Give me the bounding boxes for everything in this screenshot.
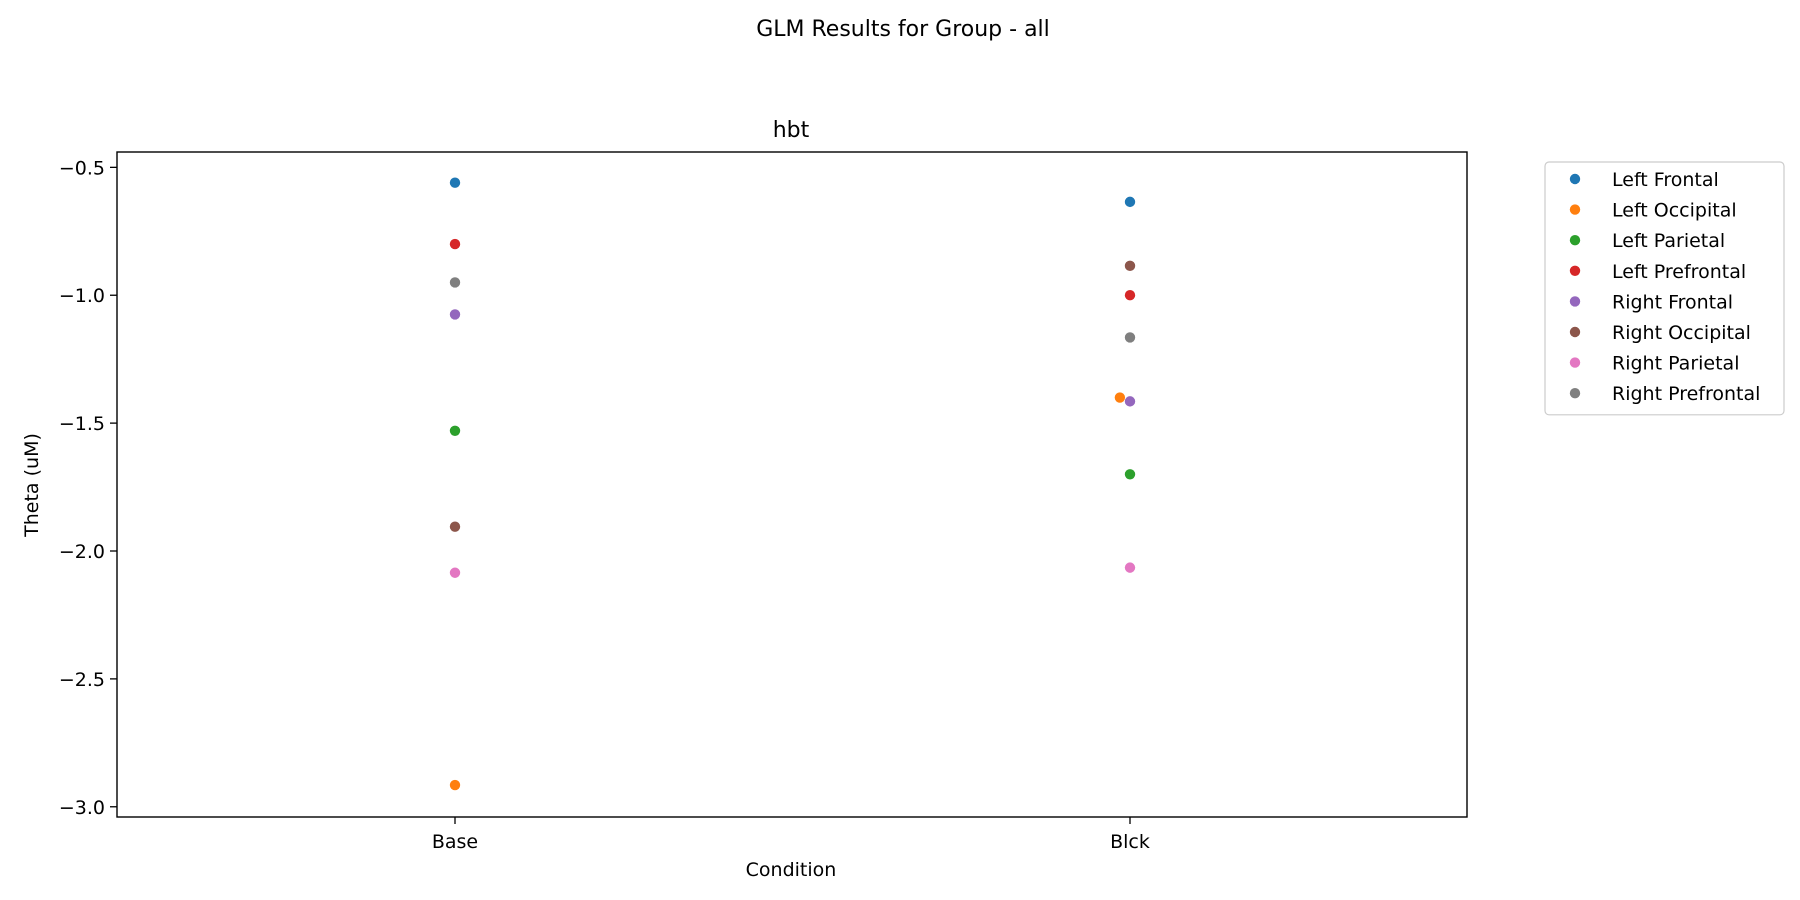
chart-title: hbt [773, 118, 810, 143]
data-point [1124, 469, 1136, 480]
legend-label: Right Prefrontal [1612, 383, 1760, 405]
axes-frame [116, 151, 1468, 818]
y-tick-label: −2.0 [59, 541, 105, 563]
y-tick-label: −3.0 [59, 797, 105, 819]
legend-label: Right Parietal [1612, 353, 1739, 375]
data-point [449, 779, 461, 791]
legend-label: Right Occipital [1612, 322, 1751, 344]
y-tick-label: −2.5 [59, 669, 105, 691]
data-point [1124, 396, 1136, 407]
legend-marker [1569, 265, 1581, 276]
data-point [449, 309, 461, 320]
data-point [449, 567, 461, 578]
legend: Left Frontal Left Occipital Left Parietal L… [1544, 161, 1785, 416]
y-tick-label: −1.5 [59, 413, 105, 435]
y-axis-label: Theta (uM) [21, 433, 43, 538]
legend-label: Left Frontal [1612, 169, 1719, 191]
data-point [449, 425, 461, 436]
plot-area: −0.5 −1.0 −1.5 −2.0 −2.5 −3.0 Base Blck [59, 151, 1468, 853]
legend-marker [1569, 357, 1581, 368]
legend-marker [1569, 326, 1581, 338]
data-point [1124, 196, 1136, 208]
legend-marker [1569, 388, 1581, 399]
legend-label: Left Parietal [1612, 230, 1725, 252]
y-tick-label: −1.0 [59, 285, 105, 307]
legend-marker [1569, 235, 1581, 246]
data-point [1124, 562, 1136, 573]
legend-marker [1569, 296, 1581, 307]
figure-suptitle: GLM Results for Group - all [756, 17, 1050, 42]
x-tick-label: Blck [1110, 831, 1150, 853]
legend-box [1544, 161, 1785, 416]
data-point [1124, 260, 1136, 272]
legend-label: Right Frontal [1612, 291, 1733, 313]
legend-marker [1569, 173, 1581, 185]
legend-label: Left Prefrontal [1612, 261, 1746, 283]
data-point [449, 521, 461, 532]
data-point [449, 277, 461, 288]
data-point [449, 238, 461, 250]
x-tick-label: Base [432, 831, 478, 853]
data-point [1114, 392, 1126, 403]
data-point [1124, 290, 1136, 301]
data-point [449, 177, 461, 188]
data-point [1124, 332, 1136, 343]
legend-marker [1569, 204, 1581, 215]
x-axis-label: Condition [746, 859, 837, 881]
legend-label: Left Occipital [1612, 200, 1737, 222]
y-tick-label: −0.5 [59, 157, 105, 179]
